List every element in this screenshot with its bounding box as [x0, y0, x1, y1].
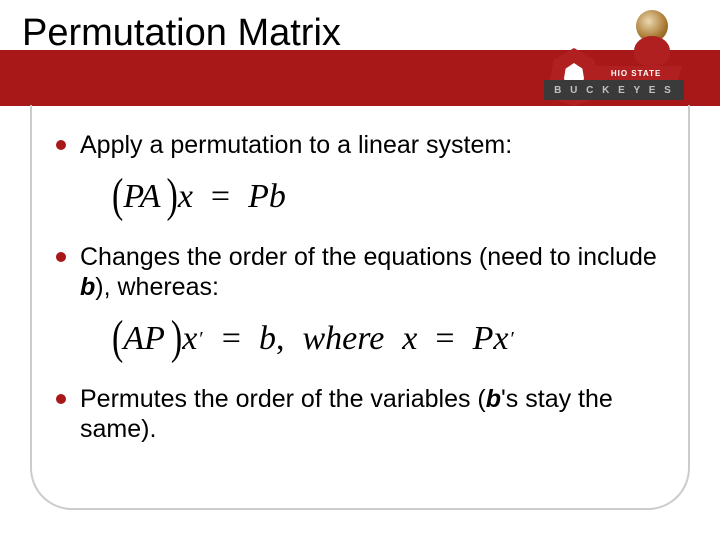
- bullet-3-text: Permutes the order of the variables (b's…: [80, 384, 680, 444]
- bullet-dot-icon: [56, 252, 66, 262]
- bullet-dot-icon: [56, 140, 66, 150]
- bullet-dot-icon: [56, 394, 66, 404]
- bullet-1-text: Apply a permutation to a linear system:: [80, 130, 512, 160]
- logo-stripe: HIO STATE: [590, 66, 682, 80]
- equation-1: (PA)x=Pb: [112, 178, 680, 216]
- logo-band-text: B U C K E Y E S: [554, 85, 674, 96]
- slide-title: Permutation Matrix: [22, 12, 341, 55]
- bullet-1: Apply a permutation to a linear system:: [56, 130, 680, 160]
- slide-content: Apply a permutation to a linear system: …: [56, 130, 680, 454]
- logo-stripe-text: HIO STATE: [611, 69, 661, 78]
- bullet-3: Permutes the order of the variables (b's…: [56, 384, 680, 444]
- logo-band: B U C K E Y E S: [544, 80, 684, 100]
- brutus-mascot-icon: [628, 10, 676, 66]
- ohio-state-logo: HIO STATE B U C K E Y E S: [544, 10, 684, 110]
- bullet-2-text: Changes the order of the equations (need…: [80, 242, 680, 302]
- equation-2: (AP)x′=b,wherex=Px′: [112, 320, 680, 358]
- bullet-2: Changes the order of the equations (need…: [56, 242, 680, 302]
